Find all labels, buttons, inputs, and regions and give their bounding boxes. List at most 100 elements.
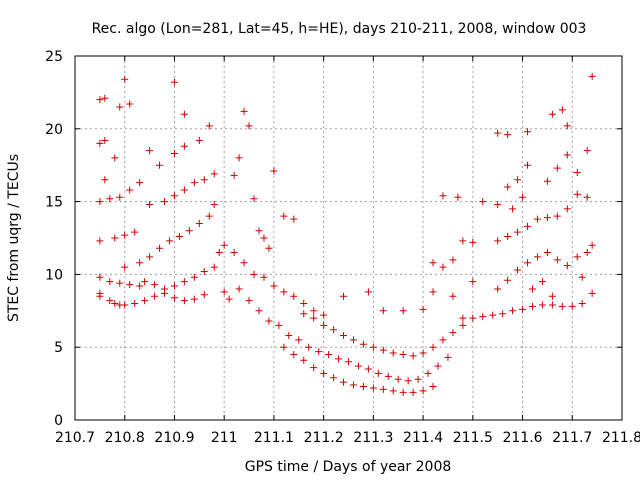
data-point — [509, 307, 517, 315]
x-tick-label: 211.7 — [552, 430, 592, 446]
data-point — [330, 326, 338, 334]
data-point — [419, 349, 427, 357]
data-point — [479, 313, 487, 321]
data-point — [553, 164, 561, 172]
data-point — [200, 291, 208, 299]
data-point — [190, 295, 198, 303]
data-point — [131, 300, 139, 308]
data-point — [563, 151, 571, 159]
data-point — [325, 350, 333, 358]
x-tick-label: 211.6 — [502, 430, 542, 446]
data-point — [459, 237, 467, 245]
data-point — [364, 365, 372, 373]
data-point — [340, 292, 348, 300]
data-point — [310, 314, 318, 322]
data-point — [146, 201, 154, 209]
data-point — [205, 122, 213, 130]
data-point — [175, 233, 183, 241]
data-point — [504, 183, 512, 191]
x-axis-label: GPS time / Days of year 2008 — [245, 459, 452, 475]
data-point — [399, 307, 407, 315]
y-tick-label: 0 — [54, 413, 63, 429]
y-axis-label: STEC from uqrg / TECUs — [6, 154, 22, 322]
data-point — [583, 147, 591, 155]
data-point — [524, 128, 532, 136]
data-point — [280, 343, 288, 351]
data-point — [240, 107, 248, 115]
data-point — [300, 300, 308, 308]
data-point — [409, 388, 417, 396]
data-point — [250, 195, 258, 203]
data-point — [494, 237, 502, 245]
data-point — [285, 332, 293, 340]
data-point — [588, 241, 596, 249]
data-point — [126, 100, 134, 108]
x-tick-label: 210.9 — [154, 430, 194, 446]
chart-title: Rec. algo (Lon=281, Lat=45, h=HE), days … — [92, 21, 587, 37]
data-point — [399, 350, 407, 358]
data-point — [290, 350, 298, 358]
data-point — [504, 131, 512, 139]
data-point — [255, 307, 263, 315]
data-point — [494, 129, 502, 137]
data-point — [121, 263, 129, 271]
data-point — [573, 168, 581, 176]
data-point — [345, 358, 352, 366]
data-point — [170, 294, 178, 302]
data-point — [101, 94, 109, 102]
data-point — [449, 256, 457, 264]
data-point — [524, 259, 532, 267]
data-point — [359, 383, 367, 391]
data-point — [519, 193, 527, 201]
data-point — [255, 227, 263, 235]
data-point — [170, 282, 178, 290]
data-point — [250, 270, 258, 278]
data-point — [409, 352, 417, 360]
data-points — [96, 72, 596, 396]
x-tick-label: 211.5 — [453, 430, 493, 446]
data-point — [290, 215, 298, 223]
grid-lines — [75, 56, 622, 420]
data-point — [359, 340, 367, 348]
data-point — [310, 307, 318, 315]
data-point — [330, 374, 338, 382]
data-point — [156, 161, 164, 169]
data-point — [225, 295, 233, 303]
data-point — [379, 346, 387, 354]
data-point — [533, 215, 541, 223]
data-point — [374, 369, 382, 377]
data-point — [494, 201, 502, 209]
data-point — [111, 234, 119, 242]
data-point — [230, 249, 238, 257]
data-point — [389, 349, 397, 357]
data-point — [260, 273, 268, 281]
data-point — [315, 348, 323, 356]
data-point — [449, 292, 457, 300]
data-point — [533, 253, 541, 261]
data-point — [573, 253, 581, 261]
data-point — [583, 249, 591, 257]
x-tick-label: 211.3 — [353, 430, 393, 446]
data-point — [573, 190, 581, 198]
data-point — [583, 193, 591, 201]
data-point — [180, 278, 188, 286]
data-point — [588, 289, 596, 297]
data-point — [101, 136, 109, 144]
data-point — [165, 237, 173, 245]
data-point — [151, 281, 159, 289]
data-point — [116, 279, 124, 287]
data-point — [449, 329, 457, 337]
data-point — [320, 311, 328, 319]
data-point — [245, 297, 253, 305]
data-point — [96, 273, 104, 281]
data-point — [235, 154, 243, 162]
x-tick-label: 211.4 — [403, 430, 443, 446]
data-point — [578, 273, 586, 281]
data-point — [121, 231, 129, 239]
data-point — [106, 297, 114, 305]
data-point — [469, 278, 477, 286]
data-point — [434, 362, 442, 370]
data-point — [156, 244, 164, 252]
data-point — [558, 106, 566, 114]
